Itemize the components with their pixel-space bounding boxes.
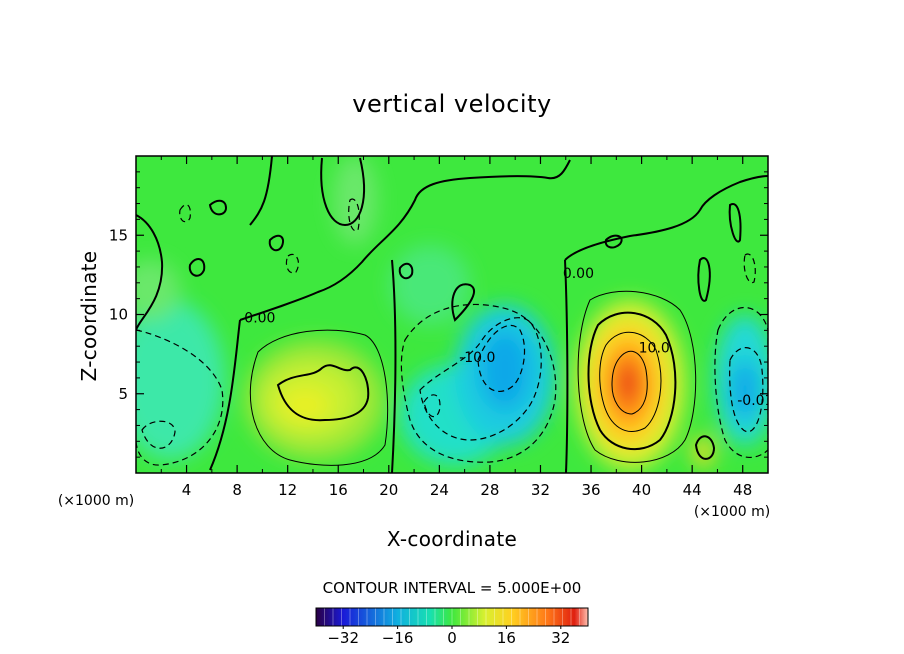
x-axis-label: X-coordinate — [387, 527, 517, 551]
y-tick-label: 10 — [109, 306, 128, 324]
y-axis-ticks: 5 10 15 — [109, 171, 768, 458]
contour-lines — [136, 156, 768, 473]
field-blobs — [136, 156, 768, 470]
y-tick-label: 15 — [109, 226, 128, 244]
colorbar-segments — [324, 608, 580, 626]
x-tick-label: 24 — [430, 481, 449, 499]
colorbar-tick-label: −32 — [327, 629, 359, 647]
x-tick-label: 28 — [480, 481, 499, 499]
x-tick-label: 32 — [531, 481, 550, 499]
x-tick-label: 8 — [232, 481, 242, 499]
y-unit-label: (×1000 m) — [58, 493, 134, 509]
plot-area: 0.00 0.00 10.0 -10.0 -0.01 — [136, 156, 773, 473]
y-axis-label: Z-coordinate — [77, 251, 101, 382]
contour-label: 0.00 — [244, 310, 275, 326]
colorbar-tick-label: 16 — [497, 629, 516, 647]
contour-label: -10.0 — [459, 350, 495, 366]
y-tick-label: 5 — [118, 385, 128, 403]
contour-interval-label: CONTOUR INTERVAL = 5.000E+00 — [323, 579, 582, 597]
x-unit-label: (×1000 m) — [694, 504, 770, 520]
colorbar-ticks: −32 −16 0 16 32 — [327, 626, 570, 647]
x-tick-label: 48 — [733, 481, 752, 499]
x-tick-label: 20 — [379, 481, 398, 499]
x-tick-label: 16 — [329, 481, 348, 499]
x-tick-label: 44 — [683, 481, 702, 499]
x-tick-label: 40 — [632, 481, 651, 499]
colorbar-tick-label: −16 — [382, 629, 414, 647]
chart-title: vertical velocity — [352, 90, 551, 118]
x-axis-ticks: 4 8 12 16 20 24 28 32 36 40 44 48 — [160, 156, 752, 499]
colorbar: −32 −16 0 16 32 — [315, 607, 589, 647]
contour-label: 0.00 — [563, 266, 594, 282]
colorbar-tick-label: 32 — [551, 629, 570, 647]
contour-label: 10.0 — [639, 341, 670, 357]
contour-label: -0.01 — [737, 393, 773, 409]
colorbar-tick-label: 0 — [447, 629, 457, 647]
x-tick-label: 4 — [182, 481, 192, 499]
x-tick-label: 12 — [278, 481, 297, 499]
contour-labels: 0.00 0.00 10.0 -10.0 -0.01 — [244, 266, 773, 409]
x-tick-label: 36 — [581, 481, 600, 499]
